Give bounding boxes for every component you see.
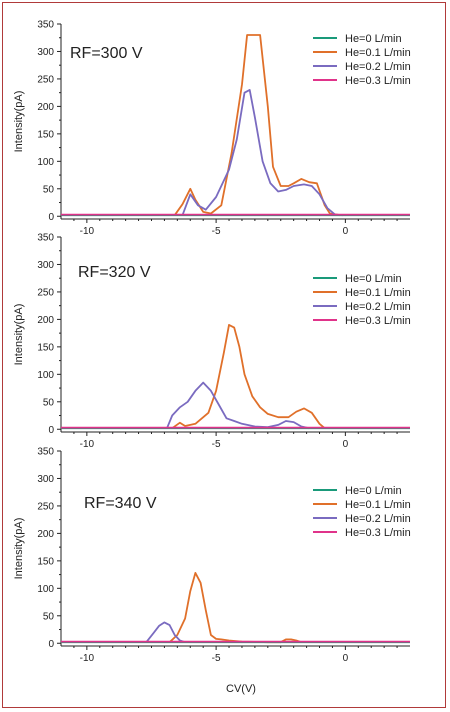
legend-entry: He=0.1 L/min bbox=[345, 287, 411, 299]
y-tick-label: 350 bbox=[37, 447, 54, 458]
legend-entry: He=0.3 L/min bbox=[345, 527, 411, 539]
legend-entry: He=0.1 L/min bbox=[345, 47, 411, 59]
x-tick-label: -5 bbox=[212, 653, 221, 664]
legend-entry: He=0.2 L/min bbox=[345, 61, 411, 73]
panel-title: RF=340 V bbox=[84, 495, 157, 512]
x-tick-label: -10 bbox=[80, 653, 95, 664]
legend: He=0 L/min He=0.1 L/min He=0.2 L/min He=0.3… bbox=[313, 273, 411, 327]
y-tick-label: 0 bbox=[48, 425, 54, 436]
y-tick-label: 50 bbox=[43, 397, 55, 408]
y-tick-label: 100 bbox=[37, 370, 54, 381]
legend: He=0 L/min He=0.1 L/min He=0.2 L/min He=0.3… bbox=[313, 33, 411, 87]
x-tick-label: -5 bbox=[212, 226, 221, 237]
series-line-he-0-2-l-min bbox=[145, 621, 186, 644]
legend-entry: He=0 L/min bbox=[345, 273, 402, 285]
x-tick-label: -10 bbox=[80, 226, 95, 237]
y-tick-label: 350 bbox=[37, 233, 54, 244]
y-tick-label: 150 bbox=[37, 129, 54, 140]
y-tick-label: 300 bbox=[37, 474, 54, 485]
legend-entry: He=0 L/min bbox=[345, 33, 402, 45]
y-axis-label: Intensity(pA) bbox=[13, 91, 25, 153]
y-tick-label: 50 bbox=[43, 611, 55, 622]
x-tick-label: 0 bbox=[343, 653, 349, 664]
y-tick-label: 300 bbox=[37, 260, 54, 271]
series-line-he-0-1-l-min bbox=[171, 323, 326, 429]
y-tick-label: 0 bbox=[48, 212, 54, 223]
y-tick-label: 200 bbox=[37, 102, 54, 113]
y-tick-label: 200 bbox=[37, 315, 54, 326]
y-tick-label: 100 bbox=[37, 157, 54, 168]
legend-entry: He=0 L/min bbox=[345, 485, 402, 497]
y-tick-label: 0 bbox=[48, 639, 54, 650]
chart-panel-2: 0 50 100 150 200 250 300 350 -10 -5 0 Intensity(pA)… bbox=[13, 233, 411, 451]
x-tick-label: 0 bbox=[343, 439, 349, 450]
legend-entry: He=0.2 L/min bbox=[345, 513, 411, 525]
legend-entry: He=0.1 L/min bbox=[345, 499, 411, 511]
y-tick-label: 250 bbox=[37, 74, 54, 85]
y-tick-label: 100 bbox=[37, 584, 54, 595]
x-axis-label: CV(V) bbox=[226, 683, 256, 695]
y-axis-label: Intensity(pA) bbox=[13, 304, 25, 366]
legend-entry: He=0.2 L/min bbox=[345, 301, 411, 313]
y-axis-label: Intensity(pA) bbox=[13, 518, 25, 580]
chart-panel-3: 0 50 100 150 200 250 300 350 -10 -5 0 Intensity(pA)… bbox=[13, 447, 411, 665]
panel-title: RF=320 V bbox=[78, 264, 151, 281]
series-line-he-0-1-l-min bbox=[168, 572, 302, 644]
y-tick-label: 150 bbox=[37, 342, 54, 353]
x-tick-label: 0 bbox=[343, 226, 349, 237]
y-tick-label: 250 bbox=[37, 287, 54, 298]
legend-entry: He=0.3 L/min bbox=[345, 315, 411, 327]
chart-panel-1: 0 50 100 150 200 250 300 350 -10 -5 0 Intensity(pA)… bbox=[13, 20, 411, 238]
y-tick-label: 150 bbox=[37, 556, 54, 567]
legend-entry: He=0.3 L/min bbox=[345, 75, 411, 87]
series-line-he-0-2-l-min bbox=[166, 381, 310, 430]
y-tick-label: 350 bbox=[37, 20, 54, 31]
x-tick-label: -10 bbox=[80, 439, 95, 450]
y-tick-label: 50 bbox=[43, 184, 55, 195]
legend: He=0 L/min He=0.1 L/min He=0.2 L/min He=0.3… bbox=[313, 485, 411, 539]
series-line-he-0-1-l-min bbox=[173, 34, 341, 217]
x-tick-label: -5 bbox=[212, 439, 221, 450]
y-tick-label: 250 bbox=[37, 501, 54, 512]
y-tick-label: 200 bbox=[37, 529, 54, 540]
series-line-he-0-2-l-min bbox=[181, 89, 343, 217]
panel-title: RF=300 V bbox=[70, 45, 143, 62]
y-tick-label: 300 bbox=[37, 47, 54, 58]
